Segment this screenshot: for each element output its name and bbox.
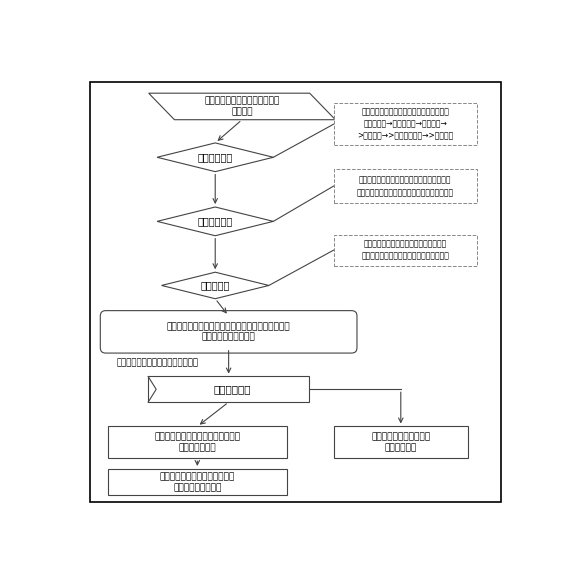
- Text: 的不同，单个算法模型可以对应多个算法项: 的不同，单个算法模型可以对应多个算法项: [361, 252, 449, 261]
- Polygon shape: [157, 207, 273, 236]
- Text: 获取算法表达式（科学计算法、自定义函数、关系表
法式和逻辑表法式等）: 获取算法表达式（科学计算法、自定义函数、关系表 法式和逻辑表法式等）: [167, 322, 290, 342]
- FancyBboxPatch shape: [100, 311, 357, 353]
- Text: >评价标准→>评价分项指标→>状态量）: >评价标准→>评价分项指标→>状态量）: [357, 131, 454, 141]
- FancyBboxPatch shape: [334, 235, 477, 266]
- Text: 经过检修决策算法模型计算得到
检修等级和检修策略: 经过检修决策算法模型计算得到 检修等级和检修策略: [160, 472, 235, 492]
- Text: 适配相应导则: 适配相应导则: [197, 152, 233, 162]
- FancyBboxPatch shape: [108, 426, 287, 458]
- Text: 算法解析计算: 算法解析计算: [214, 385, 252, 394]
- Text: 输出保护装置告警等级和
告警内容信息: 输出保护装置告警等级和 告警内容信息: [371, 433, 430, 452]
- FancyBboxPatch shape: [334, 426, 468, 458]
- Polygon shape: [162, 272, 269, 298]
- Text: （状态评价、检修策略和告警检测算法模型）。: （状态评价、检修策略和告警检测算法模型）。: [357, 188, 454, 197]
- Polygon shape: [157, 143, 273, 172]
- Text: 继电保护装置状态量和装置硬型
数据准备: 继电保护装置状态量和装置硬型 数据准备: [204, 97, 280, 116]
- Text: 适配算法模型: 适配算法模型: [197, 216, 233, 226]
- Text: 输入保护装置状态量实测值进行计算: 输入保护装置状态量实测值进行计算: [117, 358, 199, 367]
- FancyBboxPatch shape: [334, 169, 477, 203]
- Text: 根据导则层级关系递归得到保护装置
得分和评价状态: 根据导则层级关系递归得到保护装置 得分和评价状态: [154, 433, 241, 452]
- Text: 适配算法项: 适配算法项: [201, 281, 230, 290]
- Polygon shape: [149, 93, 335, 120]
- Text: （导则类别→）导则版本→导则类型→: （导则类别→）导则版本→导则类型→: [364, 119, 447, 129]
- FancyBboxPatch shape: [90, 82, 501, 502]
- FancyBboxPatch shape: [148, 377, 309, 402]
- Text: 根据保护装置状态评价导则依次建立模型：: 根据保护装置状态评价导则依次建立模型：: [361, 108, 449, 117]
- Text: 根据继电保护装置状态评价导则建立算法模型: 根据继电保护装置状态评价导则建立算法模型: [359, 175, 452, 184]
- FancyBboxPatch shape: [108, 469, 287, 495]
- FancyBboxPatch shape: [334, 103, 477, 145]
- Text: 根据保护装置型号、类型，唯一装置标识: 根据保护装置型号、类型，唯一装置标识: [364, 239, 447, 249]
